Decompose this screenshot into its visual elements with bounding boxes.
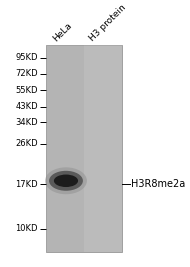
Text: 10KD: 10KD xyxy=(15,225,38,233)
Ellipse shape xyxy=(49,171,83,191)
Text: H3R8me2a: H3R8me2a xyxy=(131,179,185,189)
Text: 17KD: 17KD xyxy=(15,180,38,189)
Bar xyxy=(84,45,122,252)
Text: 72KD: 72KD xyxy=(15,69,38,78)
Text: 55KD: 55KD xyxy=(15,86,38,95)
Bar xyxy=(46,45,122,252)
Text: 95KD: 95KD xyxy=(15,53,38,62)
Ellipse shape xyxy=(45,167,87,194)
Text: HeLa: HeLa xyxy=(51,21,74,44)
Text: H3 protein: H3 protein xyxy=(88,3,128,44)
Text: 34KD: 34KD xyxy=(15,118,38,127)
Text: 43KD: 43KD xyxy=(15,102,38,111)
Ellipse shape xyxy=(54,175,78,187)
Bar xyxy=(46,45,84,252)
Text: 26KD: 26KD xyxy=(15,139,38,148)
